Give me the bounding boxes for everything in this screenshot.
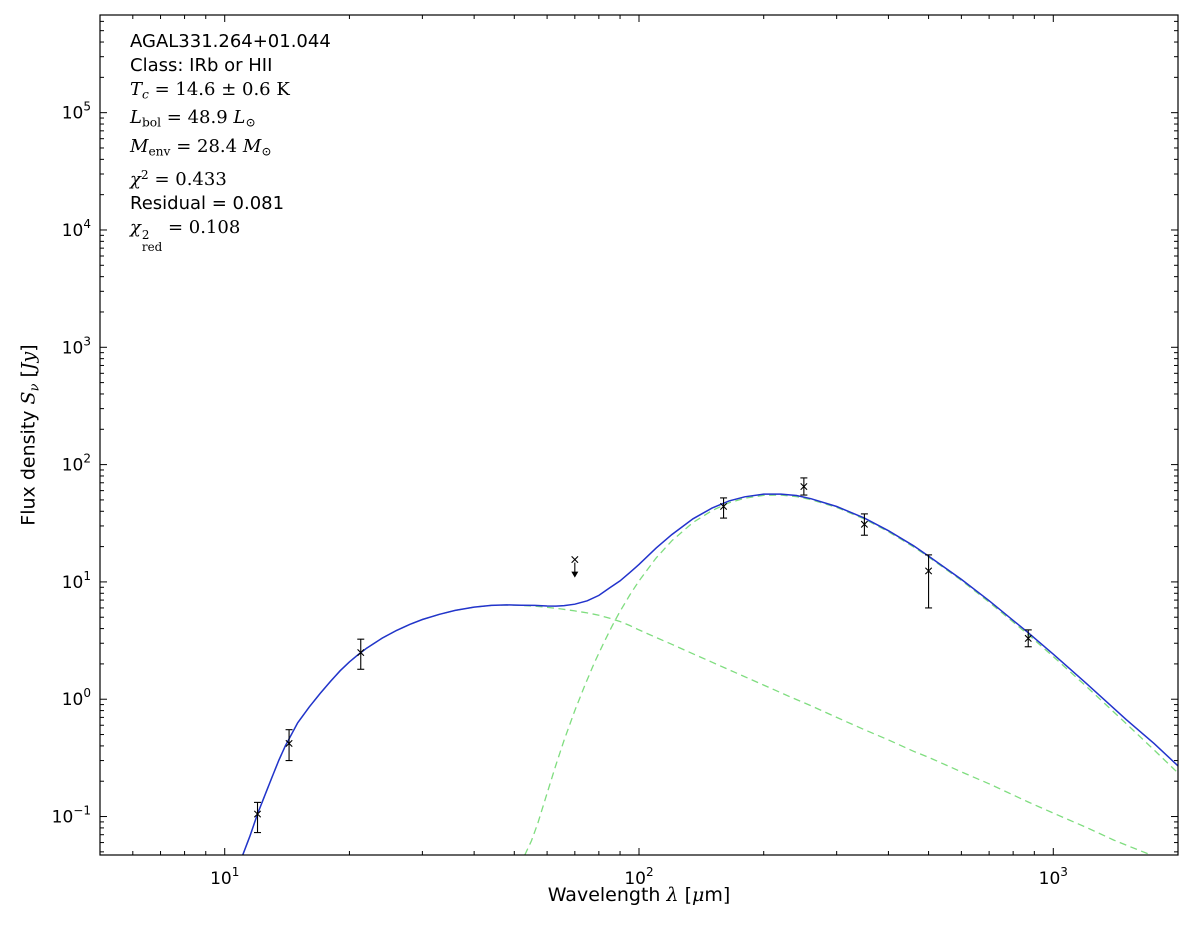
data-points: [253, 477, 1032, 834]
y-axis-label: Flux density Sν [Jy]: [17, 344, 43, 526]
svg-text:101: 101: [62, 569, 91, 593]
svg-text:100: 100: [62, 686, 91, 710]
annotation-line-1: AGAL331.264+01.044: [130, 31, 331, 52]
x-axis-label: Wavelength λ [μm]: [547, 884, 731, 906]
annotation-line-6: χ2 = 0.433: [130, 168, 227, 191]
total-model-curve: [241, 493, 1178, 855]
axis-ticks: [100, 15, 1178, 855]
warm-component-curve: [242, 604, 1153, 855]
cold-component-curve: [524, 494, 1178, 855]
annotation-line-7: Residual = 0.081: [130, 193, 285, 215]
svg-text:103: 103: [62, 334, 91, 358]
svg-text:103: 103: [1039, 865, 1068, 889]
stacked-subsup: 2 red: [141, 227, 163, 254]
svg-text:105: 105: [62, 100, 91, 124]
annotation-block: AGAL331.264+01.044 Class: IRb or HII Tc = …: [130, 30, 331, 253]
svg-text:102: 102: [62, 452, 91, 476]
model-curves: [241, 493, 1178, 855]
svg-text:104: 104: [62, 217, 91, 241]
svg-text:10−1: 10−1: [52, 804, 91, 828]
annotation-line-2: Class: IRb or HII: [130, 55, 273, 76]
annotation-line-3: Tc = 14.6 ± 0.6 K: [130, 79, 290, 102]
annotation-line-4: Lbol = 48.9 L⊙: [130, 107, 256, 130]
annotation-line-8: χ 2 red = 0.108: [130, 217, 241, 254]
plot-frame: [99, 14, 1179, 856]
upper-limit-arrow-icon: [571, 571, 579, 578]
annotation-line-5: Menv = 28.4 M⊙: [130, 135, 272, 159]
svg-text:101: 101: [210, 865, 239, 889]
